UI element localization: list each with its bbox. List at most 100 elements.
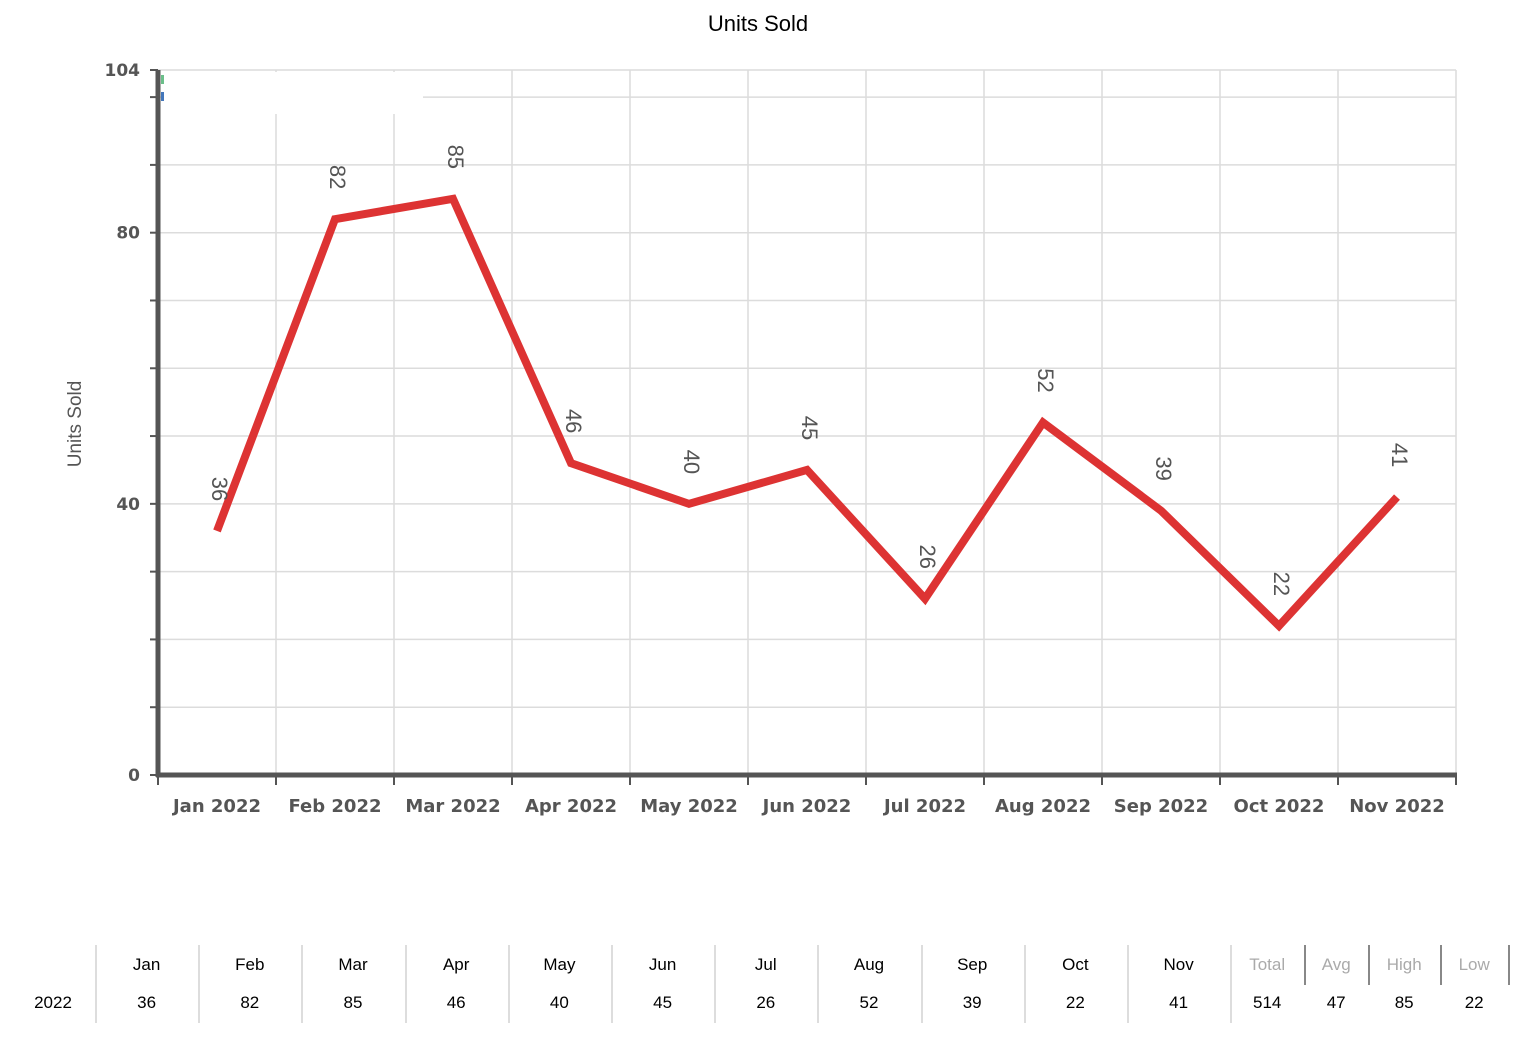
summary-header: Sep	[957, 955, 988, 974]
summary-value: 45	[653, 993, 673, 1012]
data-label: 85	[443, 145, 468, 169]
summary-cell: Low 22	[1440, 945, 1508, 1023]
summary-cell: Oct 22	[1024, 945, 1127, 1023]
summary-header: Low	[1458, 955, 1490, 974]
summary-header: Total	[1249, 955, 1286, 974]
summary-cell: Avg 47	[1304, 945, 1368, 1023]
data-label: 36	[207, 477, 232, 501]
x-tick-label: Sep 2022	[1114, 796, 1208, 817]
summary-cell: Jul 26	[714, 945, 817, 1023]
x-tick-label: Apr 2022	[525, 796, 617, 817]
series-line	[213, 194, 1400, 632]
summary-cell: Jun 45	[611, 945, 714, 1023]
summary-value: 82	[240, 993, 260, 1012]
summary-cell: May 40	[508, 945, 611, 1023]
summary-value: 22	[1065, 993, 1085, 1012]
data-label: 40	[679, 450, 704, 474]
summary-separator	[1023, 945, 1026, 1023]
summary-value: 46	[446, 993, 466, 1012]
summary-separator	[1230, 945, 1233, 1023]
summary-header: Jan	[132, 955, 161, 974]
summary-cell: Feb 82	[198, 945, 301, 1023]
summary-header: May	[543, 955, 576, 974]
summary-cell: Apr 46	[405, 945, 508, 1023]
summary-separator	[1508, 945, 1511, 985]
summary-value: 85	[343, 993, 363, 1012]
data-label: 22	[1269, 572, 1294, 596]
summary-value: 22	[1464, 993, 1484, 1012]
summary-cell: High 85	[1368, 945, 1440, 1023]
line-chart: Units Sold Units Sold 0 40 80 104 Jan 2022 Fe…	[65, 11, 1457, 817]
grid-lines	[158, 69, 1457, 775]
summary-header: Feb	[235, 955, 265, 974]
summary-separator	[404, 945, 407, 1023]
data-label: 26	[915, 545, 940, 569]
x-tick-label: Nov 2022	[1349, 796, 1445, 817]
summary-separator	[1304, 945, 1307, 985]
summary-header: Avg	[1321, 955, 1351, 974]
summary-value: 514	[1253, 993, 1282, 1012]
summary-separator	[714, 945, 717, 1023]
legend-mark	[161, 75, 164, 84]
summary-header: Jul	[754, 955, 777, 974]
summary-value: 36	[137, 993, 157, 1012]
summary-header: Mar	[338, 955, 368, 974]
summary-cell: Jan 36	[95, 945, 198, 1023]
y-tick-label: 0	[128, 766, 140, 786]
legend-box	[161, 72, 423, 114]
data-label: 52	[1033, 368, 1058, 392]
summary-separator	[198, 945, 201, 1023]
summary-header: Aug	[853, 955, 885, 974]
summary-cell: Aug 52	[817, 945, 920, 1023]
summary-separator	[1368, 945, 1371, 985]
x-tick-label: May 2022	[640, 796, 738, 817]
data-label: 45	[797, 416, 822, 440]
summary-separator	[301, 945, 304, 1023]
x-tick-label: Jan 2022	[171, 796, 261, 817]
x-tick-label: Jul 2022	[882, 796, 966, 817]
summary-separator	[817, 945, 820, 1023]
summary-header: Jun	[648, 955, 677, 974]
summary-header: Oct	[1062, 955, 1089, 974]
legend-mark	[161, 92, 164, 101]
summary-separator	[95, 945, 97, 1023]
summary-value: 85	[1394, 993, 1414, 1012]
summary-separator	[507, 945, 510, 1023]
data-label: 39	[1151, 456, 1176, 480]
data-label: 82	[325, 165, 350, 189]
summary-separator	[611, 945, 613, 1023]
summary-separator	[1127, 945, 1129, 1023]
legend-swatch	[161, 75, 164, 101]
summary-value: 41	[1169, 993, 1189, 1012]
x-tick-label: Oct 2022	[1234, 796, 1325, 817]
y-tick-label: 80	[116, 224, 140, 244]
summary-table: 2022 Jan 36 Feb 82 Mar 85 Apr 46 May 40 Jun 45 Jul 26 A…	[0, 945, 1530, 1025]
summary-separator	[1440, 945, 1443, 985]
chart-title: Units Sold	[708, 11, 808, 36]
y-tick-label: 104	[105, 61, 141, 81]
data-label: 46	[561, 409, 586, 433]
summary-cell: Sep 39	[921, 945, 1024, 1023]
axes: 0 40 80 104 Jan 2022 Feb 2022 Mar 2022 Apr 2022…	[105, 61, 1457, 817]
summary-value: 47	[1326, 993, 1346, 1012]
series	[213, 194, 1400, 632]
x-tick-label: Aug 2022	[995, 796, 1091, 817]
x-tick-label: Mar 2022	[405, 796, 500, 817]
summary-value: 39	[962, 993, 982, 1012]
summary-cell: Mar 85	[301, 945, 404, 1023]
x-tick-label: Feb 2022	[288, 796, 381, 817]
summary-separator	[920, 945, 923, 1023]
summary-value: 40	[549, 993, 569, 1012]
summary-value: 2022	[34, 993, 72, 1012]
data-label: 41	[1387, 443, 1412, 467]
x-tick-label: Jun 2022	[761, 796, 852, 817]
y-axis-label: Units Sold	[65, 381, 86, 468]
y-tick-label: 40	[116, 495, 140, 515]
summary-cell: 2022	[10, 945, 96, 1023]
data-labels: 36 82 85 46 40 45 26 52 39 22 41	[207, 145, 1412, 597]
summary-header: Apr	[442, 955, 470, 974]
summary-cell: Nov 41	[1127, 945, 1230, 1023]
summary-header: Nov	[1163, 955, 1194, 974]
summary-header: High	[1386, 955, 1422, 974]
summary-cell: Total 514	[1230, 945, 1304, 1023]
